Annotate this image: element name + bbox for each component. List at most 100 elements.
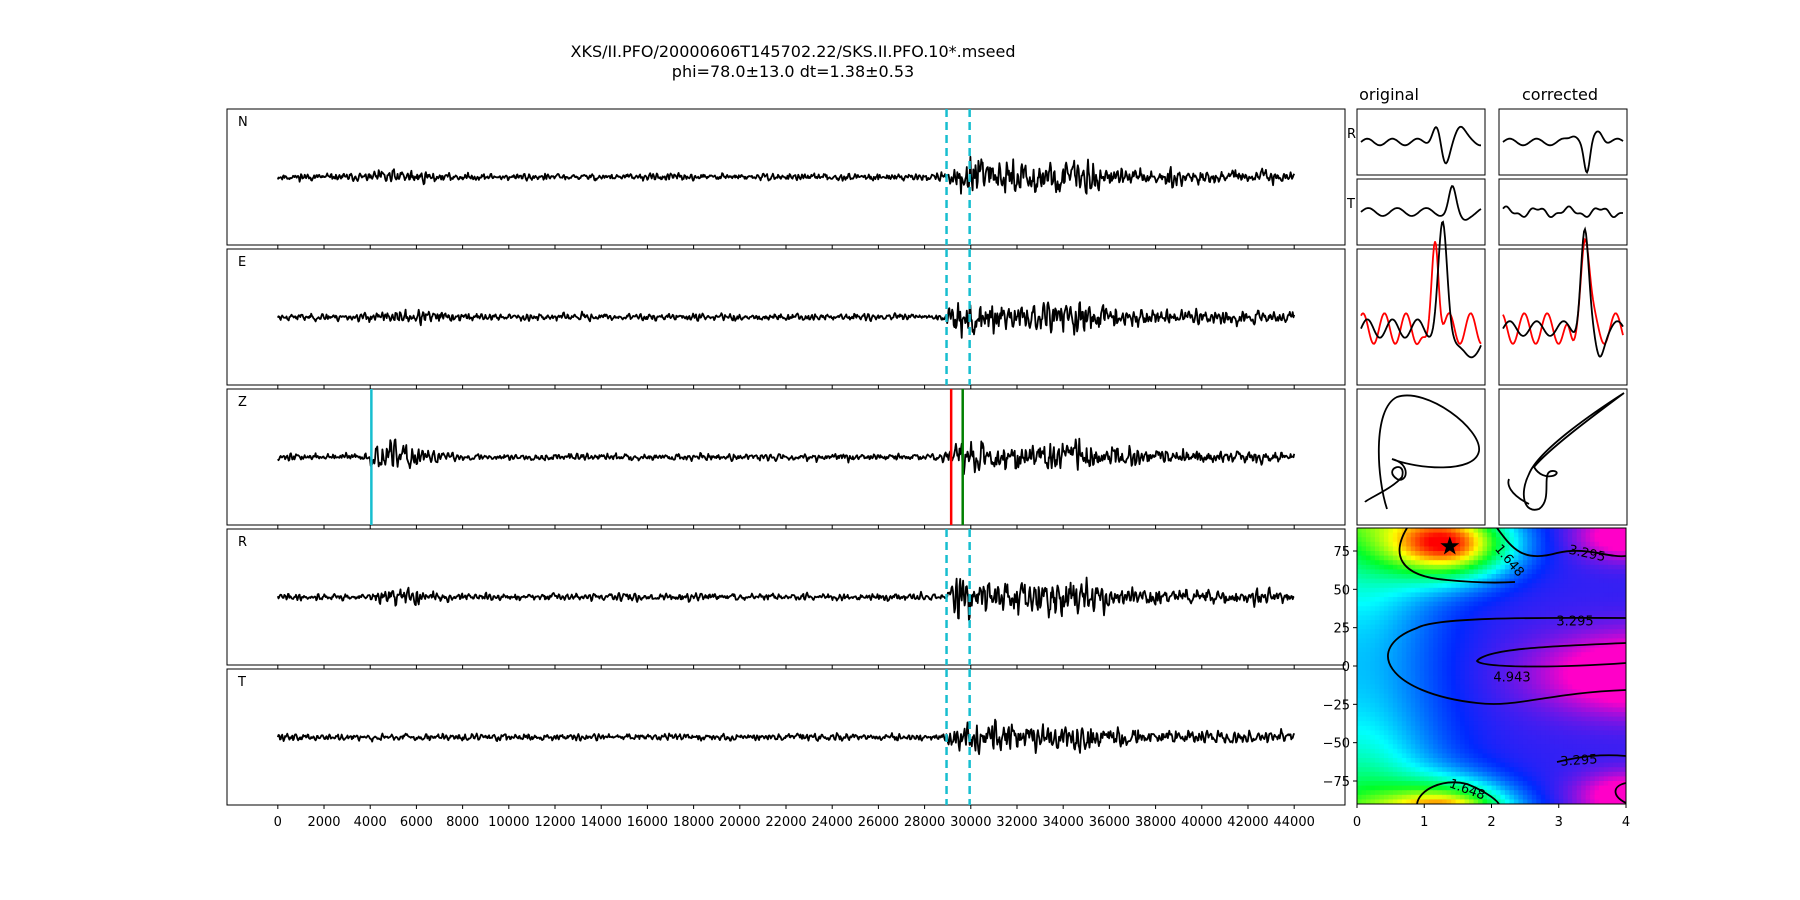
surface-cell (1428, 721, 1434, 727)
surface-cell (1415, 771, 1421, 777)
surface-cell (1603, 702, 1609, 708)
surface-cell (1478, 633, 1484, 639)
surface-cell (1361, 776, 1367, 782)
surface-cell (1433, 569, 1439, 575)
surface-cell (1536, 679, 1542, 685)
surface-cell (1383, 790, 1389, 796)
surface-cell (1406, 748, 1412, 754)
row-label: T (1346, 197, 1355, 212)
surface-cell (1361, 629, 1367, 635)
surface-cell (1527, 661, 1533, 667)
surface-cell (1370, 712, 1376, 718)
surface-cell (1379, 537, 1385, 543)
surface-cell (1397, 781, 1403, 787)
surface-cell (1527, 684, 1533, 690)
surface-cell (1500, 716, 1506, 722)
surface-cell (1415, 578, 1421, 584)
surface-cell (1388, 739, 1394, 745)
surface-cell (1383, 712, 1389, 718)
surface-cell (1585, 781, 1591, 787)
surface-cell (1428, 592, 1434, 598)
surface-cell (1388, 693, 1394, 699)
surface-cell (1617, 790, 1623, 796)
surface-cell (1392, 551, 1398, 557)
surface-cell (1581, 790, 1587, 796)
surface-cell (1374, 601, 1381, 607)
surface-cell (1585, 735, 1591, 741)
surface-cell (1540, 744, 1546, 750)
surface-cell (1594, 537, 1600, 543)
surface-cell (1361, 564, 1367, 570)
surface-cell (1469, 753, 1475, 759)
surface-cell (1379, 670, 1385, 676)
surface-cell (1491, 684, 1497, 690)
surface-cell (1581, 693, 1587, 699)
surface-cell (1567, 574, 1573, 580)
surface-cell (1608, 679, 1614, 685)
surface-cell (1590, 666, 1596, 672)
surface-cell (1383, 707, 1389, 713)
surface-cell (1383, 794, 1389, 800)
surface-cell (1460, 624, 1466, 630)
surface-cell (1585, 771, 1591, 777)
surface-cell (1590, 735, 1596, 741)
surface-cell (1495, 546, 1502, 552)
surface-cell (1370, 762, 1376, 768)
surface-cell (1572, 624, 1578, 630)
surface-cell (1608, 730, 1614, 736)
surface-cell (1383, 702, 1389, 708)
surface-cell (1482, 666, 1488, 672)
surface-cell (1509, 799, 1515, 804)
panel-label: Z (238, 395, 247, 410)
surface-cell (1478, 753, 1484, 759)
surface-cell (1572, 610, 1578, 616)
surface-cell (1504, 638, 1511, 644)
surface-cell (1491, 638, 1497, 644)
surface-cell (1361, 537, 1367, 543)
surface-cell (1554, 546, 1560, 552)
surface-cell (1379, 583, 1385, 589)
surface-cell (1594, 781, 1600, 787)
surface-cell (1567, 592, 1573, 598)
surface-cell (1442, 748, 1448, 754)
surface-cell (1504, 546, 1511, 552)
surface-cell (1473, 693, 1479, 699)
surface-cell (1374, 748, 1381, 754)
surface-cell (1545, 569, 1551, 575)
surface-cell (1513, 758, 1519, 764)
surface-cell (1437, 712, 1443, 718)
surface-cell (1357, 647, 1363, 653)
column-title-original: original (1359, 85, 1419, 104)
surface-cell (1442, 629, 1448, 635)
surface-cell (1410, 753, 1416, 759)
surface-cell (1545, 532, 1551, 538)
surface-cell (1487, 702, 1493, 708)
surface-cell (1478, 574, 1484, 580)
surface-cell (1433, 771, 1439, 777)
surface-cell (1540, 762, 1546, 768)
surface-cell (1437, 753, 1443, 759)
surface-cell (1536, 790, 1542, 796)
surface-cell (1374, 638, 1381, 644)
surface-cell (1455, 610, 1461, 616)
surface-cell (1545, 781, 1551, 787)
surface-cell (1365, 610, 1372, 616)
surface-cell (1473, 753, 1479, 759)
surface-cell (1495, 790, 1502, 796)
surface-cell (1473, 592, 1479, 598)
surface-cell (1500, 606, 1506, 612)
surface-cell (1576, 753, 1582, 759)
surface-cell (1594, 758, 1600, 764)
surface-cell (1419, 633, 1425, 639)
surface-cell (1608, 725, 1614, 731)
surface-cell (1590, 794, 1596, 800)
surface-cell (1406, 684, 1412, 690)
surface-cell (1509, 675, 1515, 681)
surface-cell (1451, 633, 1457, 639)
surface-cell (1558, 666, 1564, 672)
surface-cell (1594, 578, 1600, 584)
surface-cell (1365, 698, 1372, 704)
surface-cell (1464, 555, 1470, 561)
surface-cell (1361, 610, 1367, 616)
surface-cell (1576, 776, 1582, 782)
